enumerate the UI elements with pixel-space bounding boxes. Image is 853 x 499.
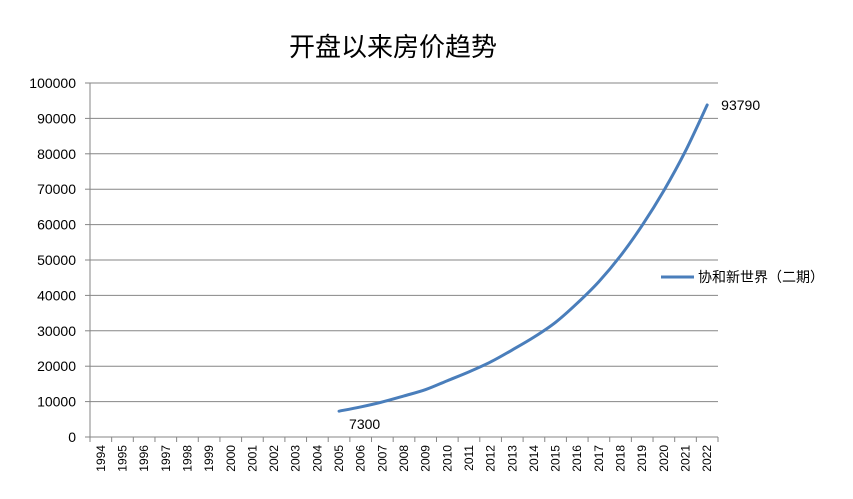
x-tick-label: 1997 bbox=[159, 445, 173, 472]
x-tick-label: 2021 bbox=[679, 445, 693, 472]
x-tick-label: 2018 bbox=[614, 445, 628, 472]
x-tick-label: 1999 bbox=[202, 445, 216, 472]
data-labels: 7300 93790 bbox=[349, 97, 760, 432]
x-tick-label: 2006 bbox=[354, 445, 368, 472]
x-tick-label: 2013 bbox=[505, 445, 519, 472]
x-tick-label: 2020 bbox=[657, 445, 671, 472]
x-tick-label: 2003 bbox=[289, 445, 303, 472]
y-tick-label: 50000 bbox=[37, 252, 76, 268]
series-line bbox=[337, 103, 709, 413]
y-tick-label: 0 bbox=[68, 429, 76, 445]
x-tick-label: 2001 bbox=[245, 445, 259, 472]
x-tick-label: 1998 bbox=[180, 445, 194, 472]
y-tick-label: 60000 bbox=[37, 217, 76, 233]
y-tick-label: 100000 bbox=[29, 75, 76, 91]
y-axis-ticks: 0 10000 20000 30000 40000 50000 60000 70000 8000… bbox=[29, 75, 76, 445]
y-tick-label: 20000 bbox=[37, 358, 76, 374]
series-group bbox=[337, 103, 709, 413]
y-tick-label: 10000 bbox=[37, 394, 76, 410]
x-tick-label: 2014 bbox=[527, 445, 541, 472]
x-tick-label: 2000 bbox=[224, 445, 238, 472]
legend-entry: 协和新世界（二期） bbox=[698, 270, 824, 286]
y-tick-label: 40000 bbox=[37, 287, 76, 303]
y-tick-label: 70000 bbox=[37, 181, 76, 197]
x-axis-ticks: 1994 1995 1996 1997 1998 1999 2000 2001 2002 2003… bbox=[94, 445, 714, 472]
y-tick-label: 90000 bbox=[37, 110, 76, 126]
data-label: 7300 bbox=[349, 416, 380, 432]
x-tick-label: 2012 bbox=[484, 445, 498, 472]
x-tick-label: 1995 bbox=[115, 445, 129, 472]
y-tick-label: 80000 bbox=[37, 146, 76, 162]
x-tick-label: 2010 bbox=[440, 445, 454, 472]
x-tick-label: 1996 bbox=[137, 445, 151, 472]
x-tick-label: 2002 bbox=[267, 445, 281, 472]
grid-lines bbox=[85, 82, 719, 442]
data-label: 93790 bbox=[721, 97, 760, 113]
x-tick-label: 2022 bbox=[700, 445, 714, 472]
x-tick-label: 2017 bbox=[592, 445, 606, 472]
x-tick-label: 2019 bbox=[635, 445, 649, 472]
y-tick-label: 30000 bbox=[37, 323, 76, 339]
x-tick-label: 2015 bbox=[549, 445, 563, 472]
x-tick-label: 2005 bbox=[332, 445, 346, 472]
x-tick-label: 2011 bbox=[462, 445, 476, 471]
x-tick-label: 2004 bbox=[310, 445, 324, 472]
x-tick-label: 2008 bbox=[397, 445, 411, 472]
x-tick-label: 2016 bbox=[570, 445, 584, 472]
legend: 协和新世界（二期） bbox=[661, 270, 824, 286]
chart-title: 开盘以来房价趋势 bbox=[289, 33, 497, 63]
x-tick-label: 1994 bbox=[94, 445, 108, 472]
x-tick-label: 2007 bbox=[375, 445, 389, 472]
x-tick-label: 2009 bbox=[419, 445, 433, 472]
